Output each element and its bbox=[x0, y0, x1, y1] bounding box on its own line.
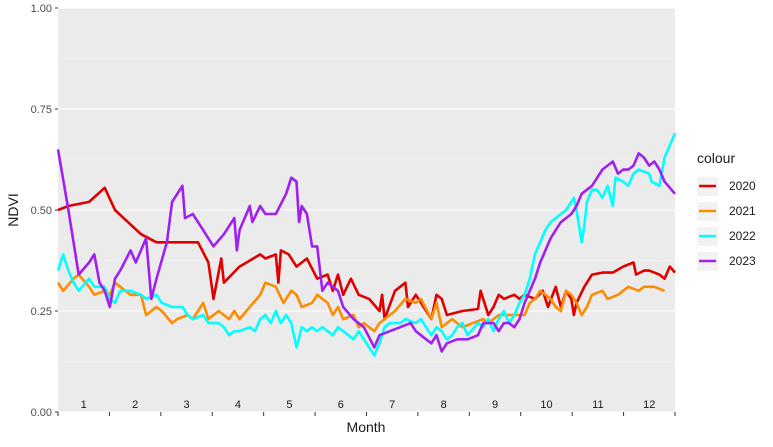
x-tick-label: 8 bbox=[441, 399, 447, 411]
x-axis-title: Month bbox=[347, 419, 386, 435]
x-tick-label: 2 bbox=[132, 399, 138, 411]
x-tick-label: 4 bbox=[235, 399, 241, 411]
y-tick-label: 0.50 bbox=[31, 205, 52, 217]
x-tick-label: 7 bbox=[389, 399, 395, 411]
x-tick-label: 1 bbox=[81, 399, 87, 411]
y-tick-label: 0.00 bbox=[31, 407, 52, 419]
y-tick-label: 1.00 bbox=[31, 3, 52, 15]
y-tick-label: 0.25 bbox=[31, 306, 52, 318]
y-axis-title: NDVI bbox=[5, 193, 21, 226]
legend-label-2021: 2021 bbox=[729, 204, 756, 218]
x-tick-label: 12 bbox=[643, 399, 655, 411]
series-line-2023 bbox=[56, 149, 676, 353]
x-tick-label: 11 bbox=[592, 399, 603, 411]
x-axis-ticks: 1 2 3 4 5 6 7 8 9 10 11 12 bbox=[57, 399, 676, 416]
y-axis-ticks: 0.00 0.25 0.50 0.75 1.00 bbox=[31, 3, 58, 419]
x-tick-label: 5 bbox=[286, 399, 292, 411]
legend: colour 2020 2021 2022 2023 bbox=[697, 150, 756, 271]
series-line-2020 bbox=[57, 186, 676, 321]
series-line-2022 bbox=[56, 132, 677, 357]
series-line-2021 bbox=[56, 273, 666, 333]
legend-label-2022: 2022 bbox=[729, 229, 756, 243]
x-tick-label: 10 bbox=[540, 399, 552, 411]
legend-label-2023: 2023 bbox=[729, 254, 756, 268]
x-tick-label: 6 bbox=[338, 399, 344, 411]
legend-title: colour bbox=[697, 150, 735, 166]
x-tick-label: 9 bbox=[492, 399, 498, 411]
legend-label-2020: 2020 bbox=[729, 179, 756, 193]
x-tick-label: 3 bbox=[183, 399, 189, 411]
y-tick-label: 0.75 bbox=[31, 104, 52, 116]
series-layer bbox=[56, 132, 677, 357]
